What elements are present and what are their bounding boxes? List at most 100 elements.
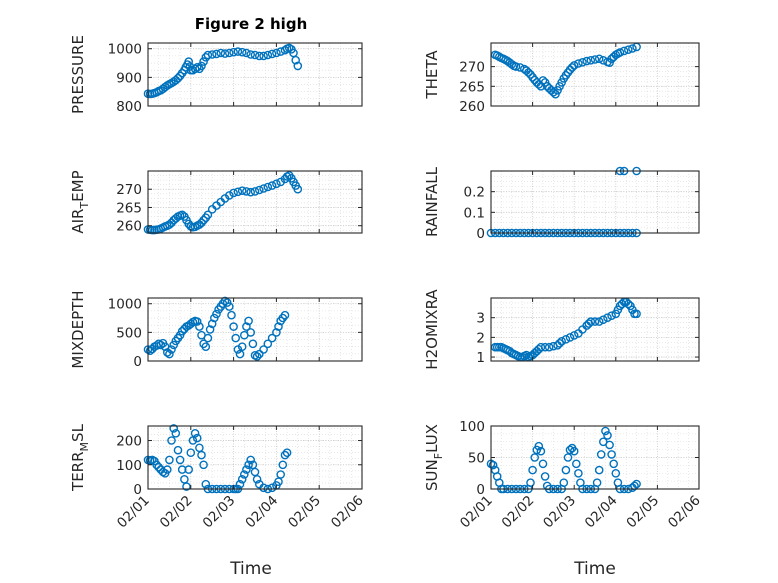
y-tick-label: 100 — [459, 419, 485, 435]
data-point — [594, 465, 604, 475]
data-point — [603, 431, 612, 440]
y-axis-label: MIXDEPTH — [69, 290, 87, 368]
data-point — [237, 474, 247, 484]
data-point — [167, 436, 176, 445]
data-point — [599, 315, 608, 325]
data-point — [534, 441, 544, 451]
data-point — [177, 210, 187, 220]
axes-box — [490, 297, 700, 362]
data-point — [263, 339, 273, 349]
data-point — [259, 51, 268, 61]
data-point — [201, 342, 211, 352]
data-point — [524, 68, 533, 77]
y-tick-label: 1 — [476, 350, 485, 366]
y-axis-label-main: RAINFALL — [423, 166, 441, 237]
y-tick-label: 0 — [133, 354, 142, 370]
data-point — [165, 349, 174, 359]
data-point — [252, 474, 262, 484]
data-point — [569, 61, 579, 70]
y-axis-label: PRESSURE — [69, 35, 87, 114]
y-tick-label: 0 — [476, 482, 485, 498]
data-point — [207, 50, 217, 59]
axes-box — [147, 425, 363, 490]
data-point — [617, 299, 627, 309]
data-point — [248, 339, 258, 349]
data-point — [254, 185, 264, 195]
data-point — [544, 342, 554, 352]
subplot-8: 0 50 100 02/01 02/02 02/03 02/04 02/05 02/06 SUNF… — [423, 419, 704, 531]
data-point — [201, 479, 211, 489]
data-point — [536, 342, 546, 352]
subplot-5: 0 500 1000 MIXDEPTH — [69, 290, 363, 370]
data-point — [293, 184, 303, 194]
subplot-1: 800 900 1000 PRESSURE — [69, 35, 363, 115]
axes-box — [490, 170, 700, 234]
data-point — [282, 448, 292, 458]
data-point — [574, 468, 583, 478]
data-point — [263, 182, 273, 192]
subplot-2: 260 265 270 THETA — [423, 42, 700, 115]
y-tick-label: 200 — [116, 434, 142, 450]
data-point — [624, 45, 633, 55]
data-point — [235, 479, 245, 489]
data-point — [190, 428, 200, 438]
data-point — [267, 333, 277, 343]
y-axis-label-tail: LUX — [423, 424, 441, 453]
data-point — [609, 459, 619, 469]
data-point — [538, 459, 548, 469]
data-point — [272, 328, 281, 337]
data-point — [212, 49, 221, 59]
data-point — [205, 325, 215, 334]
data-point — [280, 310, 290, 320]
data-point — [280, 450, 290, 460]
x-tick-label: 02/02 — [157, 493, 196, 532]
data-point — [263, 50, 273, 60]
data-point — [203, 50, 213, 60]
y-tick-label: 0.1 — [464, 205, 485, 221]
data-point — [250, 50, 260, 60]
data-point — [586, 56, 596, 65]
y-axis-label-main: H2OMIXRA — [423, 289, 441, 370]
data-point — [184, 57, 193, 66]
data-point — [184, 465, 193, 474]
data-point — [239, 470, 249, 479]
subplot-7: 0 100 200 02/01 02/02 02/03 02/04 02/05 02/06 TER… — [69, 423, 367, 531]
data-point — [267, 483, 277, 493]
y-axis-label-main: TERR — [69, 451, 87, 492]
data-point — [526, 478, 535, 488]
data-point — [203, 210, 213, 220]
data-point — [162, 465, 172, 474]
data-point — [246, 328, 255, 337]
subplot-4: 0 0.1 0.2 RAINFALL — [423, 166, 700, 242]
data-point — [197, 218, 206, 228]
data-point — [237, 47, 247, 57]
y-axis-label-main: PRESSURE — [69, 35, 87, 114]
data-point — [224, 48, 234, 58]
data-point — [528, 465, 537, 475]
data-point — [224, 302, 234, 311]
data-point — [272, 48, 281, 58]
data-point — [605, 440, 614, 450]
y-tick-label: 0.2 — [464, 185, 485, 201]
data-point — [167, 345, 176, 354]
data-point — [563, 453, 573, 462]
data-point — [569, 331, 579, 340]
data-point — [632, 479, 641, 489]
data-point — [293, 61, 303, 71]
data-point — [233, 187, 243, 197]
data-point — [165, 220, 174, 229]
data-point — [246, 50, 255, 59]
data-point — [565, 333, 575, 342]
x-tick-label: 02/03 — [200, 493, 239, 532]
data-point — [216, 48, 226, 58]
data-point — [522, 350, 531, 360]
data-point — [254, 349, 264, 359]
x-axis-label-left: Time — [229, 559, 272, 579]
y-tick-label: 260 — [459, 99, 485, 115]
data-point — [291, 55, 301, 65]
y-tick-label: 0 — [133, 482, 142, 498]
y-axis-label-subscript: T — [78, 202, 91, 210]
data-point — [565, 445, 575, 455]
data-point — [540, 472, 550, 481]
